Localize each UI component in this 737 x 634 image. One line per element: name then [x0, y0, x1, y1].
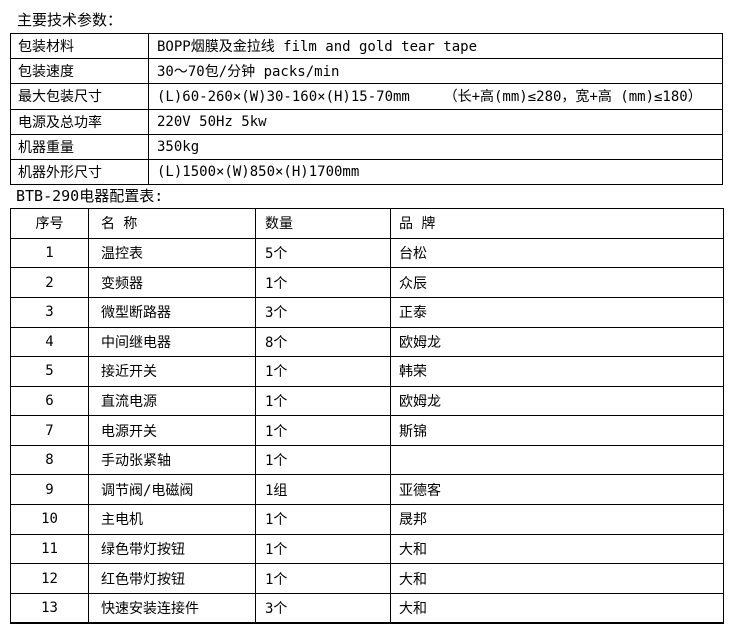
cell-seq: 5	[10, 356, 89, 387]
cell-brand	[390, 444, 724, 476]
cell-seq: 9	[10, 474, 89, 506]
cell-brand: 台松	[390, 237, 724, 269]
param-value: 220V 50Hz 5kw	[148, 108, 723, 135]
section-title-tech-params: 主要技术参数：	[17, 11, 123, 29]
param-label: 包装速度	[10, 58, 149, 85]
table-row: 4 中间继电器 8个 欧姆龙	[10, 326, 724, 358]
cell-name: 电源开关	[88, 415, 256, 446]
cell-qty: 1个	[255, 267, 391, 298]
cell-brand: 欧姆龙	[390, 385, 724, 417]
cell-brand: 大和	[390, 563, 724, 594]
cell-name: 调节阀/电磁阀	[88, 474, 256, 506]
tech-params-table: 包装材料 BOPP烟膜及金拉线 film and gold tear tape …	[10, 32, 723, 186]
header-seq: 序号	[10, 208, 89, 239]
header-name: 名 称	[88, 208, 256, 239]
cell-qty: 1个	[255, 385, 391, 417]
cell-brand: 晟邦	[390, 504, 724, 535]
cell-brand: 大和	[390, 592, 724, 624]
cell-name: 温控表	[88, 237, 256, 269]
param-value: (L)1500×(W)850×(H)1700mm	[148, 158, 723, 186]
cell-seq: 8	[10, 444, 89, 476]
cell-brand: 众辰	[390, 267, 724, 298]
cell-qty: 5个	[255, 237, 391, 269]
cell-name: 手动张紧轴	[88, 444, 256, 476]
param-value: BOPP烟膜及金拉线 film and gold tear tape	[148, 32, 723, 60]
table-row: 2 变频器 1个 众辰	[10, 267, 724, 298]
cell-name: 快速安装连接件	[88, 592, 256, 624]
param-value: 350kg	[148, 133, 723, 160]
cell-seq: 6	[10, 385, 89, 417]
cell-qty: 1个	[255, 563, 391, 594]
cell-seq: 2	[10, 267, 89, 298]
param-value: (L)60-260×(W)30-160×(H)15-70mm （长+高(mm)≤…	[148, 83, 723, 110]
cell-brand: 亚德客	[390, 474, 724, 506]
cell-qty: 1组	[255, 474, 391, 506]
table-row: 10 主电机 1个 晟邦	[10, 504, 724, 535]
table-row: 13 快速安装连接件 3个 大和	[10, 592, 724, 624]
table-row: 1 温控表 5个 台松	[10, 237, 724, 269]
table-row: 9 调节阀/电磁阀 1组 亚德客	[10, 474, 724, 506]
table-row: 包装材料 BOPP烟膜及金拉线 film and gold tear tape	[10, 32, 723, 60]
section-title-config-table: BTB-290电器配置表:	[16, 187, 164, 206]
cell-seq: 4	[10, 326, 89, 358]
table-header-row: 序号 名 称 数量 品 牌	[10, 208, 724, 239]
electrical-config-table: 序号 名 称 数量 品 牌 1 温控表 5个 台松 2 变频器 1个 众辰 3 …	[10, 208, 724, 624]
cell-qty: 8个	[255, 326, 391, 358]
cell-qty: 1个	[255, 444, 391, 476]
table-row: 机器重量 350kg	[10, 133, 723, 160]
table-row: 包装速度 30～70包/分钟 packs/min	[10, 58, 723, 85]
cell-seq: 11	[10, 533, 89, 565]
cell-seq: 1	[10, 237, 89, 269]
header-qty: 数量	[255, 208, 391, 239]
cell-seq: 13	[10, 592, 89, 624]
cell-qty: 3个	[255, 296, 391, 328]
cell-name: 红色带灯按钮	[88, 563, 256, 594]
table-row: 6 直流电源 1个 欧姆龙	[10, 385, 724, 417]
cell-name: 变频器	[88, 267, 256, 298]
cell-seq: 12	[10, 563, 89, 594]
cell-qty: 1个	[255, 504, 391, 535]
table-row: 电源及总功率 220V 50Hz 5kw	[10, 108, 723, 135]
cell-brand: 斯锦	[390, 415, 724, 446]
param-label: 机器外形尺寸	[10, 158, 149, 186]
param-label: 机器重量	[10, 133, 149, 160]
table-row: 12 红色带灯按钮 1个 大和	[10, 563, 724, 594]
cell-seq: 7	[10, 415, 89, 446]
table-row: 11 绿色带灯按钮 1个 大和	[10, 533, 724, 565]
cell-brand: 欧姆龙	[390, 326, 724, 358]
table-row: 3 微型断路器 3个 正泰	[10, 296, 724, 328]
cell-qty: 3个	[255, 592, 391, 624]
param-label: 电源及总功率	[10, 108, 149, 135]
cell-name: 微型断路器	[88, 296, 256, 328]
cell-name: 直流电源	[88, 385, 256, 417]
cell-name: 中间继电器	[88, 326, 256, 358]
cell-brand: 大和	[390, 533, 724, 565]
header-brand: 品 牌	[390, 208, 724, 239]
param-label: 最大包装尺寸	[10, 83, 149, 110]
cell-qty: 1个	[255, 415, 391, 446]
table-row: 8 手动张紧轴 1个	[10, 444, 724, 476]
cell-qty: 1个	[255, 533, 391, 565]
cell-qty: 1个	[255, 356, 391, 387]
cell-seq: 10	[10, 504, 89, 535]
cell-name: 主电机	[88, 504, 256, 535]
cell-brand: 韩荣	[390, 356, 724, 387]
table-row: 最大包装尺寸 (L)60-260×(W)30-160×(H)15-70mm （长…	[10, 83, 723, 110]
param-label: 包装材料	[10, 32, 149, 60]
cell-name: 绿色带灯按钮	[88, 533, 256, 565]
param-value: 30～70包/分钟 packs/min	[148, 58, 723, 85]
table-row: 5 接近开关 1个 韩荣	[10, 356, 724, 387]
table-row: 机器外形尺寸 (L)1500×(W)850×(H)1700mm	[10, 158, 723, 186]
cell-seq: 3	[10, 296, 89, 328]
cell-brand: 正泰	[390, 296, 724, 328]
table-row: 7 电源开关 1个 斯锦	[10, 415, 724, 446]
cell-name: 接近开关	[88, 356, 256, 387]
